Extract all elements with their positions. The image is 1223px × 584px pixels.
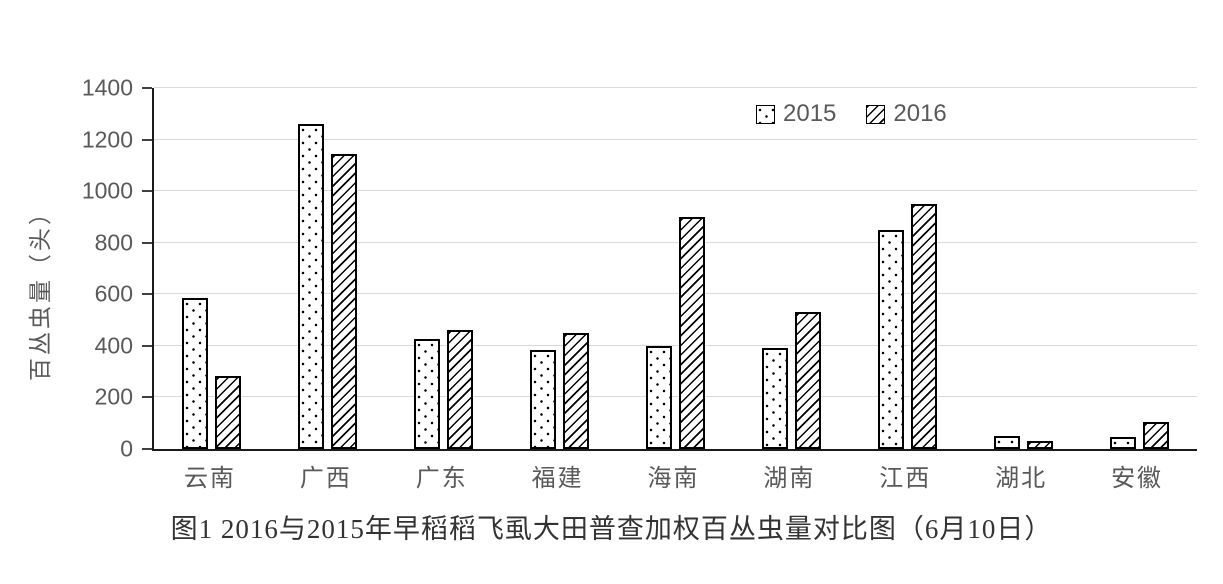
bar-group-海南 bbox=[618, 88, 734, 449]
gridline-200 bbox=[154, 396, 1197, 398]
gridline-800 bbox=[154, 241, 1197, 243]
bar-2016-湖北 bbox=[1026, 441, 1053, 449]
gridline-1400 bbox=[154, 87, 1197, 88]
y-tick-mark-600 bbox=[142, 293, 152, 296]
legend-swatch-2016 bbox=[866, 104, 886, 124]
legend-label-2015: 2015 bbox=[783, 100, 837, 127]
bar-group-安徽 bbox=[1081, 88, 1197, 449]
plot-area: 2015 2016 bbox=[152, 87, 1197, 451]
x-axis-label-广东: 广东 bbox=[415, 465, 468, 492]
bar-2015-江西 bbox=[877, 229, 904, 449]
bar-2015-广西 bbox=[298, 124, 325, 449]
y-tick-mark-400 bbox=[142, 344, 152, 347]
y-tick-label-1000: 1000 bbox=[81, 177, 133, 204]
y-tick-label-0: 0 bbox=[120, 435, 133, 462]
y-tick-mark-1200 bbox=[142, 138, 152, 141]
gridline-600 bbox=[154, 293, 1197, 295]
x-axis-label-广西: 广西 bbox=[299, 465, 352, 492]
y-axis-tick-marks bbox=[142, 87, 152, 450]
y-tick-label-600: 600 bbox=[94, 280, 133, 307]
bar-2015-湖南 bbox=[761, 348, 788, 449]
bar-group-广西 bbox=[270, 88, 386, 449]
bar-2015-安徽 bbox=[1109, 437, 1136, 449]
chart-title: 图1 2016与2015年早稻稻飞虱大田普查加权百丛虫量对比图（6月10日） bbox=[170, 514, 1053, 544]
bar-2016-云南 bbox=[215, 375, 242, 449]
y-axis-tick-labels: 0 200 400 600 800 1000 1200 1400 bbox=[0, 76, 133, 460]
bar-group-湖南 bbox=[733, 88, 849, 449]
bar-group-江西 bbox=[849, 88, 965, 449]
y-tick-mark-1400 bbox=[142, 87, 152, 89]
bar-2016-安徽 bbox=[1142, 421, 1169, 449]
bar-group-福建 bbox=[502, 88, 618, 449]
y-tick-label-1200: 1200 bbox=[81, 126, 133, 153]
x-axis-label-江西: 江西 bbox=[879, 465, 932, 492]
y-tick-label-800: 800 bbox=[94, 229, 133, 256]
y-tick-mark-1000 bbox=[142, 190, 152, 193]
x-axis-labels: 云南 广西 广东 福建 海南 湖南 江西 湖北 安徽 bbox=[152, 458, 1195, 493]
x-axis-label-云南: 云南 bbox=[183, 465, 236, 492]
x-axis-label-安徽: 安徽 bbox=[1111, 465, 1164, 492]
bar-2015-湖北 bbox=[993, 436, 1020, 449]
legend-swatch-2015 bbox=[756, 104, 775, 124]
y-tick-label-400: 400 bbox=[94, 332, 133, 359]
bar-2016-海南 bbox=[679, 216, 705, 449]
x-axis-label-海南: 海南 bbox=[647, 465, 700, 492]
bar-groups bbox=[154, 88, 1197, 449]
bar-2015-福建 bbox=[530, 349, 557, 449]
gridline-1000 bbox=[154, 190, 1197, 192]
bar-2016-湖南 bbox=[794, 312, 821, 449]
y-tick-mark-0 bbox=[142, 448, 152, 450]
legend-label-2016: 2016 bbox=[893, 100, 947, 127]
x-axis-label-福建: 福建 bbox=[531, 465, 584, 492]
x-axis-label-湖南: 湖南 bbox=[763, 465, 816, 492]
legend-item-2016: 2016 bbox=[866, 100, 947, 128]
y-tick-label-200: 200 bbox=[94, 383, 133, 410]
bar-2015-海南 bbox=[646, 345, 672, 449]
gridline-400 bbox=[154, 344, 1197, 346]
legend-item-2015: 2015 bbox=[756, 100, 836, 128]
bar-2016-广东 bbox=[447, 330, 474, 449]
y-tick-label-1400: 1400 bbox=[81, 74, 133, 101]
gridline-1200 bbox=[154, 138, 1197, 140]
bar-group-湖北 bbox=[965, 88, 1081, 449]
bar-2016-江西 bbox=[910, 204, 937, 449]
y-tick-mark-800 bbox=[142, 241, 152, 244]
bar-2015-广东 bbox=[414, 339, 441, 449]
bar-2015-云南 bbox=[182, 298, 209, 449]
bar-2016-福建 bbox=[563, 332, 590, 449]
x-axis-label-湖北: 湖北 bbox=[995, 465, 1048, 492]
legend: 2015 2016 bbox=[756, 100, 947, 128]
y-tick-mark-200 bbox=[142, 396, 152, 399]
bar-2016-广西 bbox=[331, 153, 358, 449]
bar-group-云南 bbox=[154, 88, 270, 449]
bar-group-广东 bbox=[386, 88, 502, 449]
